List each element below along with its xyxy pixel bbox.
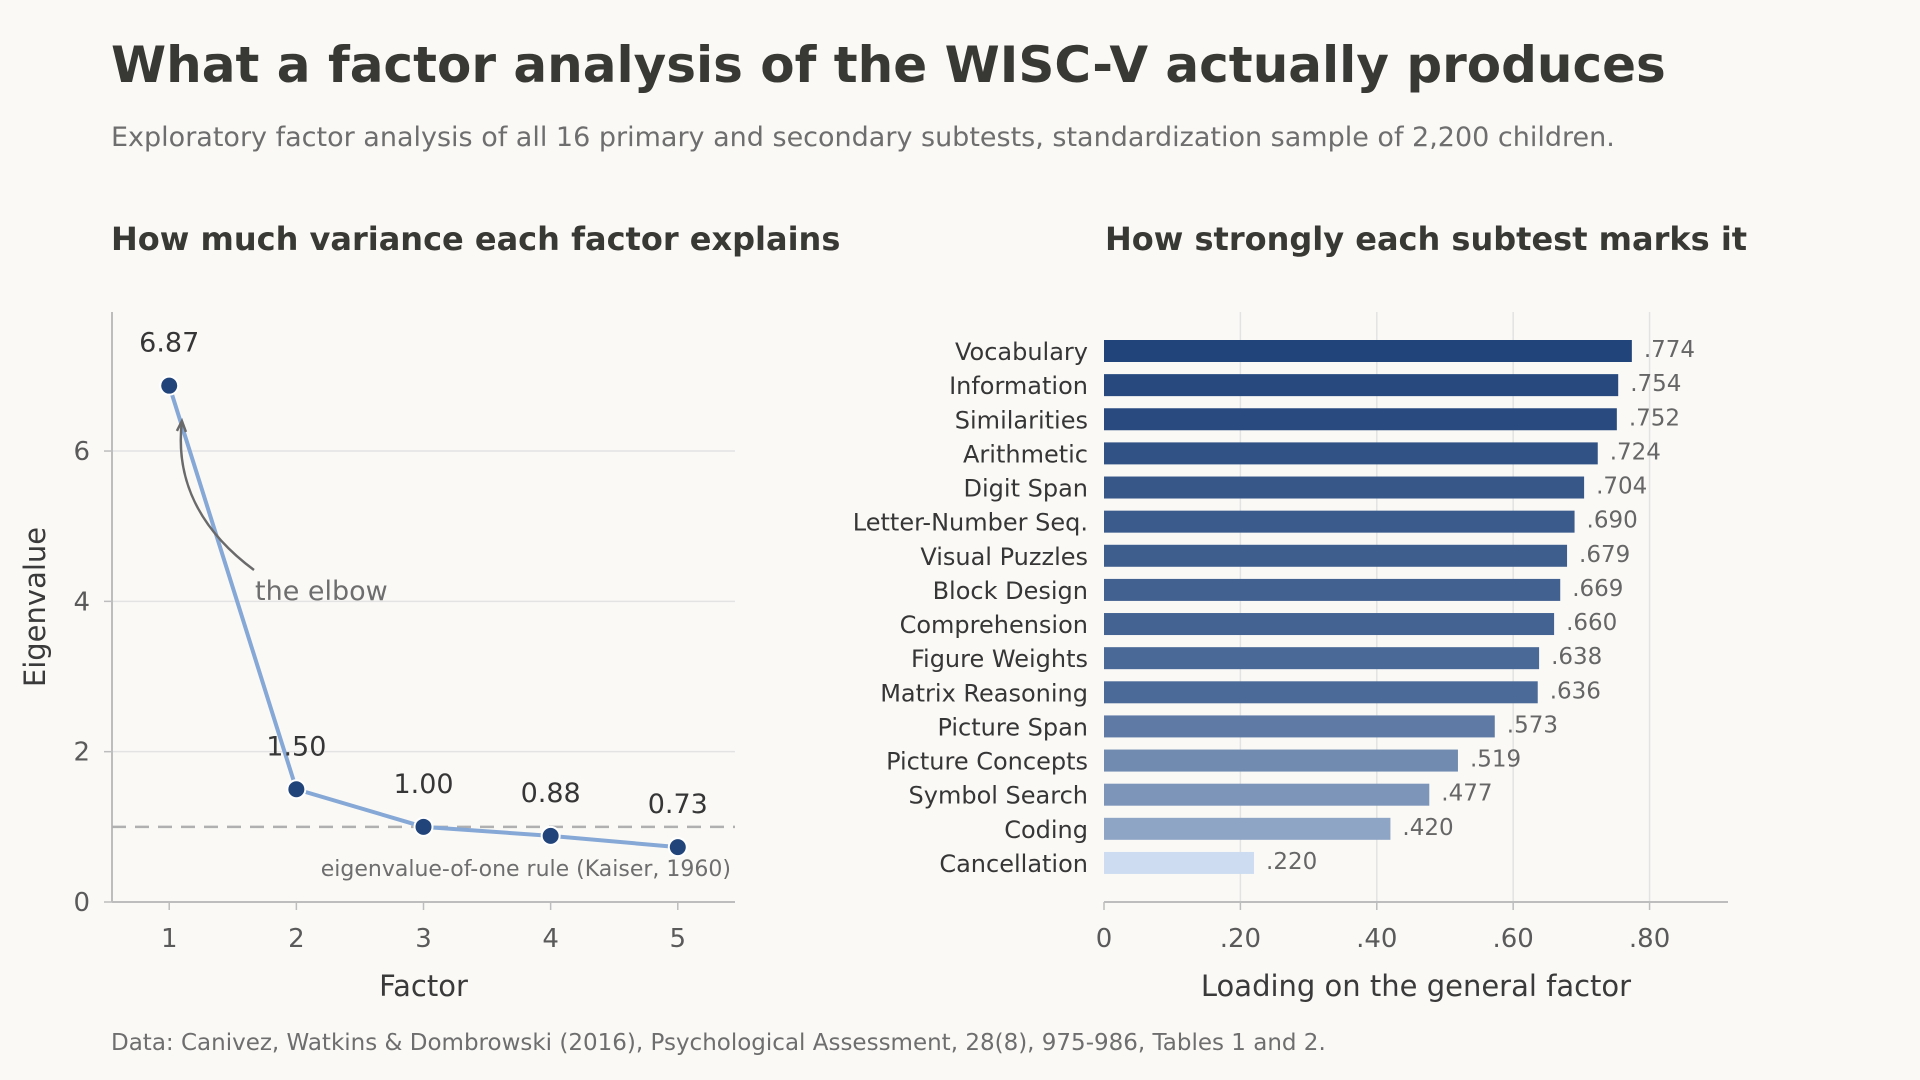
loading-bar xyxy=(1104,783,1430,806)
kaiser-rule-label: eigenvalue-of-one rule (Kaiser, 1960) xyxy=(321,857,731,882)
subtest-label: Comprehension xyxy=(900,611,1088,639)
subtest-label: Similarities xyxy=(955,406,1088,434)
subtest-label: Vocabulary xyxy=(955,338,1088,366)
loading-value-label: .704 xyxy=(1596,474,1647,500)
x-tick-label: 4 xyxy=(542,924,559,954)
subtest-label: Block Design xyxy=(933,577,1088,605)
loading-bar xyxy=(1104,578,1561,601)
loading-value-label: .220 xyxy=(1266,849,1317,875)
loading-value-label: .774 xyxy=(1644,337,1695,363)
loadings-panel-title: How strongly each subtest marks it xyxy=(1105,220,1748,258)
x-tick-label: 1 xyxy=(161,924,178,954)
subtest-label: Symbol Search xyxy=(909,782,1088,810)
elbow-arrow xyxy=(179,420,255,572)
loading-value-label: .754 xyxy=(1630,371,1681,397)
loading-bar xyxy=(1104,510,1575,533)
eigenvalue-label: 0.73 xyxy=(648,789,708,820)
eigenvalue-label: 6.87 xyxy=(139,328,199,359)
y-tick-label: 6 xyxy=(73,437,90,467)
y-tick-label: 2 xyxy=(73,738,90,768)
x-tick-label: 5 xyxy=(670,924,687,954)
loadings-bar-chart: 0 .20 .40 .60 .80 Loading on the general fact… xyxy=(853,312,1728,1003)
loading-value-label: .636 xyxy=(1550,678,1601,704)
eigenvalue-point xyxy=(159,375,180,396)
loading-value-label: .519 xyxy=(1470,747,1521,773)
eigenvalue-point xyxy=(413,816,434,837)
y-tick-label: 0 xyxy=(73,888,90,918)
page-title: What a factor analysis of the WISC-V act… xyxy=(111,36,1666,94)
subtest-label: Letter-Number Seq. xyxy=(853,509,1088,537)
subtest-label: Digit Span xyxy=(964,475,1088,503)
x-tick-label: .80 xyxy=(1629,924,1670,954)
loading-value-label: .477 xyxy=(1441,781,1492,807)
loading-value-label: .679 xyxy=(1579,542,1630,568)
loading-bar xyxy=(1104,374,1619,397)
subtest-label: Picture Concepts xyxy=(886,748,1088,776)
loading-value-label: .752 xyxy=(1629,405,1680,431)
y-axis-title: Eigenvalue xyxy=(18,527,52,687)
x-tick-label: 0 xyxy=(1096,924,1113,954)
loading-value-label: .573 xyxy=(1507,712,1558,738)
loading-bar xyxy=(1104,851,1255,874)
scree-plot: 0 2 4 6 1 2 3 4 5 Factor Eigenvalue eigenvalue-of-o… xyxy=(18,312,735,1003)
loading-bar xyxy=(1104,408,1617,431)
loading-bar xyxy=(1104,442,1598,465)
x-axis-title: Factor xyxy=(379,969,468,1003)
eigenvalue-label: 1.50 xyxy=(266,731,326,762)
loading-bar xyxy=(1104,715,1495,738)
eigenvalue-point xyxy=(667,837,688,858)
subtest-label: Information xyxy=(949,372,1088,400)
elbow-arrowhead xyxy=(175,417,188,433)
x-tick-label: .60 xyxy=(1493,924,1534,954)
subtest-label: Picture Span xyxy=(937,713,1088,741)
loading-bar xyxy=(1104,749,1458,772)
loading-value-label: .724 xyxy=(1610,439,1661,465)
elbow-annotation: the elbow xyxy=(255,576,388,607)
x-tick-label: .20 xyxy=(1220,924,1261,954)
loading-value-label: .660 xyxy=(1566,610,1617,636)
x-tick-label: 3 xyxy=(415,924,432,954)
x-tick-label: 2 xyxy=(288,924,305,954)
loading-bar xyxy=(1104,681,1538,704)
loading-value-label: .638 xyxy=(1551,644,1602,670)
x-tick-label: .40 xyxy=(1356,924,1397,954)
eigenvalue-label: 1.00 xyxy=(393,769,453,800)
loading-bar xyxy=(1104,544,1568,567)
subtest-label: Coding xyxy=(1004,816,1088,844)
loading-bar xyxy=(1104,340,1632,362)
y-tick-label: 4 xyxy=(73,587,90,617)
subtest-label: Matrix Reasoning xyxy=(880,679,1088,707)
loading-value-label: .690 xyxy=(1587,508,1638,534)
loading-value-label: .669 xyxy=(1572,576,1623,602)
loading-bar xyxy=(1104,613,1555,636)
source-footnote: Data: Canivez, Watkins & Dombrowski (201… xyxy=(111,1030,1326,1056)
x-axis-title: Loading on the general factor xyxy=(1201,969,1631,1003)
loading-bar xyxy=(1104,476,1585,499)
subtest-label: Cancellation xyxy=(939,850,1088,878)
eigenvalue-point xyxy=(540,825,561,846)
scree-panel-title: How much variance each factor explains xyxy=(111,220,841,258)
subtest-label: Visual Puzzles xyxy=(920,543,1088,571)
loading-bar xyxy=(1104,647,1540,670)
subtest-label: Arithmetic xyxy=(963,440,1088,468)
eigenvalue-point xyxy=(286,779,307,800)
subtest-label: Figure Weights xyxy=(911,645,1088,673)
page-subtitle: Exploratory factor analysis of all 16 pr… xyxy=(111,122,1615,153)
loading-bar xyxy=(1104,817,1391,840)
eigenvalue-label: 0.88 xyxy=(521,778,581,809)
loading-value-label: .420 xyxy=(1402,815,1453,841)
